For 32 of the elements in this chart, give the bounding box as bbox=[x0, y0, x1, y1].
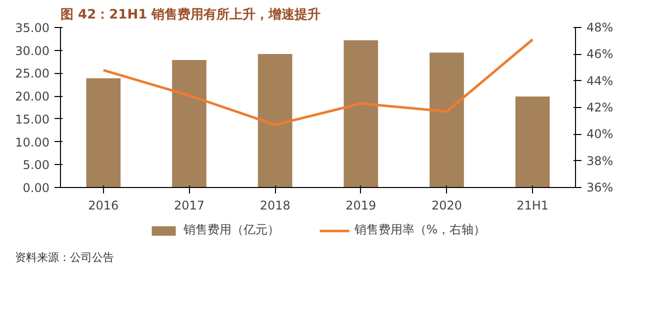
y2-tick-label: 42% bbox=[586, 100, 614, 114]
bar bbox=[430, 52, 464, 188]
y-tick-label: 35.00 bbox=[15, 21, 50, 35]
y2-tick-label: 36% bbox=[586, 180, 614, 194]
x-tick-label: 21H1 bbox=[516, 198, 549, 212]
y-tick-label: 30.00 bbox=[15, 44, 50, 58]
y2-tick-label: 46% bbox=[586, 47, 614, 62]
bar bbox=[344, 40, 378, 188]
x-tick-label: 2016 bbox=[88, 198, 119, 212]
y2-tick-label: 48% bbox=[586, 20, 614, 34]
chart-title: 图 42：21H1 销售费用有所上升，增速提升 bbox=[60, 6, 321, 22]
bar bbox=[258, 54, 292, 188]
y-tick-label: 5.00 bbox=[22, 158, 50, 172]
y-tick-label: 15.00 bbox=[15, 112, 50, 126]
text: 资料来源：公司公告 bbox=[15, 250, 114, 266]
x-tick-label: 2018 bbox=[260, 198, 290, 212]
line-series bbox=[102, 38, 534, 126]
y-tick-label: 20.00 bbox=[15, 90, 50, 104]
y-tick-label: 0.00 bbox=[22, 181, 50, 195]
x-tick-label: 2020 bbox=[431, 198, 462, 212]
legend-label: 销售费用（亿元） bbox=[183, 222, 280, 238]
legend-label: 销售费用率（%，右轴） bbox=[354, 222, 486, 238]
bar bbox=[86, 78, 121, 188]
y2-tick-label: 44% bbox=[586, 74, 614, 88]
x-tick-label: 2017 bbox=[174, 198, 205, 212]
y-tick-label: 10.00 bbox=[15, 135, 50, 150]
y2-tick-label: 38% bbox=[586, 154, 614, 168]
x-tick-label: 2019 bbox=[346, 198, 376, 212]
y-tick-label: 25.00 bbox=[15, 66, 50, 81]
y2-tick-label: 40% bbox=[586, 127, 614, 142]
bar bbox=[172, 60, 206, 188]
bar bbox=[515, 96, 550, 188]
